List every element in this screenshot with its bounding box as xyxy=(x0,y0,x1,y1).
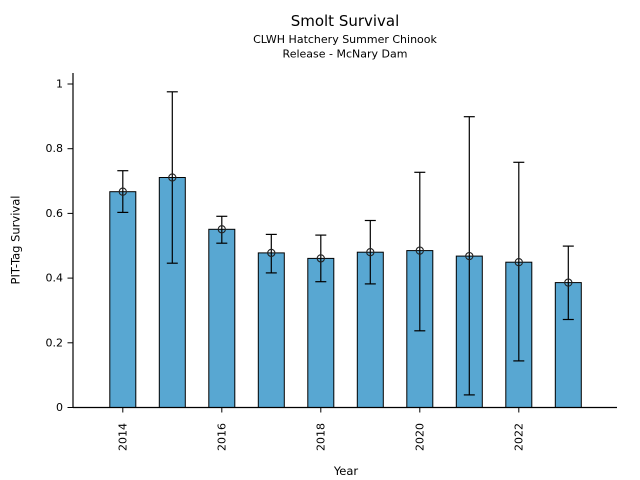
y-tick-label: 0.4 xyxy=(46,272,64,285)
plot-area: 0 0.2 0.4 0.6 0.8 1 2014 2016 2018 2020 2022 xyxy=(46,73,617,451)
bar-2017 xyxy=(257,252,285,408)
y-tick-label: 1 xyxy=(56,78,63,91)
chart-title: Smolt Survival xyxy=(291,12,400,30)
chart-subtitle-line2: Release - McNary Dam xyxy=(283,48,408,61)
marker-2017 xyxy=(267,248,276,258)
marker-2022 xyxy=(514,258,523,267)
marker-2016 xyxy=(217,225,226,234)
marker-2014 xyxy=(118,187,127,196)
marker-2023 xyxy=(564,278,573,287)
y-tick-label: 0.2 xyxy=(46,336,64,349)
x-tick-label: 2022 xyxy=(512,423,525,451)
marker-2015 xyxy=(168,173,177,182)
y-axis-label: PIT-Tag Survival xyxy=(9,196,23,285)
x-tick-label: 2020 xyxy=(413,423,426,451)
x-axis-label: Year xyxy=(333,464,359,478)
marker-2019 xyxy=(366,248,375,257)
x-tick-label: 2016 xyxy=(215,423,228,451)
marker-2020 xyxy=(415,246,424,255)
y-tick-label: 0.8 xyxy=(46,142,64,155)
y-tick-label: 0.6 xyxy=(46,207,64,220)
y-tick-label: 0 xyxy=(56,401,63,414)
bar-2014 xyxy=(109,191,137,408)
marker-2021 xyxy=(465,251,474,261)
x-tick-label: 2014 xyxy=(116,423,129,451)
marker-2018 xyxy=(316,254,325,263)
chart-subtitle-line1: CLWH Hatchery Summer Chinook xyxy=(253,33,437,46)
bar-2016 xyxy=(208,228,236,408)
bar-2018 xyxy=(307,257,335,408)
x-tick-label: 2018 xyxy=(314,423,327,451)
